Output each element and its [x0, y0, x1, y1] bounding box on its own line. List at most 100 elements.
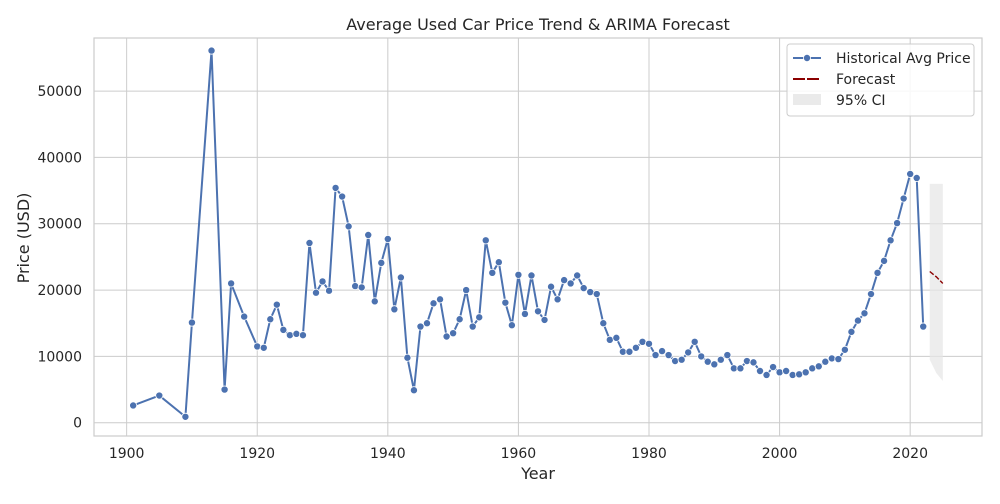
y-tick-label: 0 — [73, 416, 82, 432]
historical-data-point — [279, 325, 288, 334]
historical-data-point — [664, 351, 673, 360]
historical-data-point — [651, 351, 660, 360]
historical-data-point — [788, 370, 797, 379]
historical-data-point — [612, 333, 621, 342]
historical-data-point — [801, 368, 810, 377]
y-tick-label: 30000 — [37, 217, 82, 233]
historical-data-point — [912, 173, 921, 182]
historical-data-point — [599, 319, 608, 328]
historical-data-point — [821, 357, 830, 366]
historical-data-point — [671, 357, 680, 366]
historical-data-point — [187, 318, 196, 327]
historical-data-point — [808, 364, 817, 373]
historical-data-point — [540, 315, 549, 324]
x-tick-label: 1920 — [239, 446, 275, 462]
historical-data-point — [396, 273, 405, 282]
historical-data-point — [631, 343, 640, 352]
historical-data-point — [481, 236, 490, 245]
historical-data-point — [429, 299, 438, 308]
historical-data-point — [383, 234, 392, 243]
historical-data-point — [814, 362, 823, 371]
historical-data-point — [285, 331, 294, 340]
historical-data-point — [488, 268, 497, 277]
historical-data-point — [305, 238, 314, 247]
historical-data-point — [357, 283, 366, 292]
historical-data-point — [710, 360, 719, 369]
historical-data-point — [390, 305, 399, 314]
historical-data-point — [553, 295, 562, 304]
historical-data-point — [311, 288, 320, 297]
historical-data-point — [436, 295, 445, 304]
historical-data-point — [716, 355, 725, 364]
historical-data-point — [403, 353, 412, 362]
forecast-series-line — [929, 270, 944, 284]
y-tick-label: 20000 — [37, 283, 82, 299]
historical-data-point — [919, 322, 928, 331]
x-tick-label: 1900 — [109, 446, 145, 462]
historical-data-point — [847, 327, 856, 336]
historical-data-point — [677, 355, 686, 364]
confidence-interval-band — [929, 183, 943, 381]
historical-data-point — [658, 347, 667, 356]
x-axis-label: Year — [520, 464, 555, 483]
y-tick-label: 10000 — [37, 349, 82, 365]
historical-data-point — [344, 222, 353, 231]
historical-data-point — [840, 345, 849, 354]
historical-data-point — [736, 364, 745, 373]
historical-data-point — [442, 332, 451, 341]
chart-title: Average Used Car Price Trend & ARIMA For… — [346, 15, 729, 34]
historical-data-point — [129, 401, 138, 410]
historical-data-point — [684, 348, 693, 357]
axes-frame — [93, 37, 983, 437]
x-tick-label: 2000 — [762, 446, 798, 462]
historical-data-point — [729, 364, 738, 373]
historical-data-point — [292, 329, 301, 338]
historical-data-point — [227, 279, 236, 288]
y-tick-label: 40000 — [37, 150, 82, 166]
historical-data-point — [325, 286, 334, 295]
historical-data-point — [592, 290, 601, 299]
historical-data-point — [351, 282, 360, 291]
historical-data-point — [220, 385, 229, 394]
historical-data-point — [449, 329, 458, 338]
historical-data-point — [331, 183, 340, 192]
historical-data-point — [240, 312, 249, 321]
historical-data-point — [155, 391, 164, 400]
historical-data-point — [475, 313, 484, 322]
historical-data-point — [742, 357, 751, 366]
historical-data-point — [416, 322, 425, 331]
legend-historical-label: Historical Avg Price — [836, 51, 971, 67]
historical-data-point — [422, 319, 431, 328]
historical-data-point — [886, 236, 895, 245]
historical-data-point — [501, 298, 510, 307]
legend-box — [786, 43, 975, 117]
historical-data-point — [853, 316, 862, 325]
historical-data-point — [272, 300, 281, 309]
historical-data-point — [893, 219, 902, 228]
historical-data-point — [762, 370, 771, 379]
historical-data-point — [690, 337, 699, 346]
historical-data-point — [318, 277, 327, 286]
legend-historical-swatch-marker — [803, 54, 812, 63]
x-tick-label: 2020 — [892, 446, 928, 462]
historical-data-point — [520, 309, 529, 318]
historical-data-point — [697, 352, 706, 361]
historical-data-point — [364, 231, 373, 240]
historical-data-point — [181, 412, 190, 421]
historical-data-point — [338, 192, 347, 201]
historical-data-point — [507, 321, 516, 330]
historical-data-point — [873, 268, 882, 277]
historical-data-point — [625, 347, 634, 356]
historical-data-point — [782, 366, 791, 375]
historical-data-point — [605, 335, 614, 344]
historical-data-point — [207, 46, 216, 55]
legend-ci-label: 95% CI — [836, 93, 885, 109]
x-tick-label: 1940 — [370, 446, 406, 462]
historical-data-point — [462, 286, 471, 295]
historical-data-point — [827, 354, 836, 363]
historical-data-point — [377, 258, 386, 267]
historical-data-point — [298, 331, 307, 340]
historical-data-point — [586, 288, 595, 297]
